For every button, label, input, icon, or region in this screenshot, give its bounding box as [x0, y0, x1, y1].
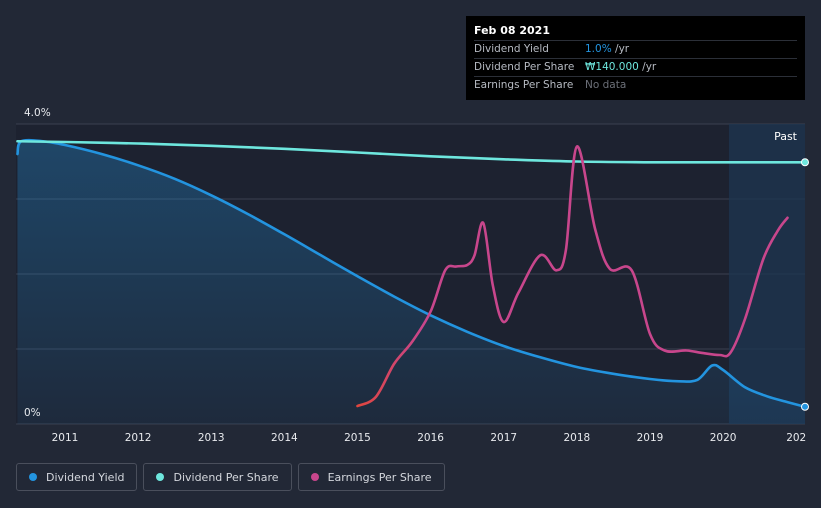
tooltip-row-label: Dividend Yield	[474, 43, 549, 55]
tooltip-row-value: 1.0% /yr	[585, 43, 630, 55]
legend-dot-icon	[29, 473, 37, 481]
series-layer	[16, 138, 809, 424]
tooltip-row-value: ₩140.000 /yr	[585, 61, 657, 73]
tooltip-row-value: No data	[585, 79, 627, 91]
x-tick-label: 2020	[710, 432, 737, 444]
y-tick-label: 0%	[24, 407, 41, 419]
earnings-per-share-line	[356, 145, 789, 408]
x-tick-label: 2011	[52, 432, 79, 444]
legend-item-dividend-yield[interactable]: Dividend Yield	[16, 463, 138, 491]
x-tick-label: 2016	[417, 432, 444, 444]
legend-label: Dividend Per Share	[173, 470, 279, 484]
past-region-shade	[728, 124, 805, 424]
x-tick-label: 2017	[490, 432, 517, 444]
chart-legend: Dividend Yield Dividend Per Share Earnin…	[16, 463, 445, 491]
dividend-yield-line	[16, 138, 807, 409]
x-tick-label: 202	[786, 432, 806, 444]
dividend-per-share-end-marker	[801, 158, 809, 167]
x-tick-label: 2015	[344, 432, 371, 444]
x-tick-label: 2013	[198, 432, 225, 444]
tooltip-row-label: Earnings Per Share	[474, 79, 574, 91]
x-tick-label: 2012	[125, 432, 152, 444]
axis-layer: 2011 2012 2013 2014 2015 2016 2017 2018 2019 2020…	[24, 107, 806, 444]
x-tick-label: 2014	[271, 432, 298, 444]
tooltip-row-earnings-per-share: Earnings Per Share No data	[474, 76, 797, 94]
past-label: Past	[774, 130, 798, 143]
legend-dot-icon	[156, 473, 165, 481]
legend-item-dividend-per-share[interactable]: Dividend Per Share	[143, 463, 292, 491]
legend-item-earnings-per-share[interactable]: Earnings Per Share	[297, 463, 445, 491]
tooltip-date: Feb 08 2021	[474, 24, 550, 37]
x-tick-label: 2018	[563, 432, 590, 444]
tooltip-row-dividend-per-share: Dividend Per Share ₩140.000 /yr	[474, 58, 797, 76]
legend-label: Earnings Per Share	[327, 470, 432, 484]
tooltip-row-label: Dividend Per Share	[474, 61, 575, 73]
x-tick-label: 2019	[637, 432, 664, 444]
legend-dot-icon	[310, 473, 319, 481]
tooltip-row-dividend-yield: Dividend Yield 1.0% /yr	[474, 40, 797, 58]
dividend-per-share-line	[16, 139, 807, 164]
y-tick-label: 4.0%	[24, 107, 51, 119]
legend-label: Dividend Yield	[46, 470, 125, 484]
tooltip-panel: Feb 08 2021 Dividend Yield 1.0% /yr Divi…	[466, 16, 805, 100]
dividend-yield-end-marker	[801, 402, 809, 411]
dividend-yield-area	[17, 140, 806, 424]
